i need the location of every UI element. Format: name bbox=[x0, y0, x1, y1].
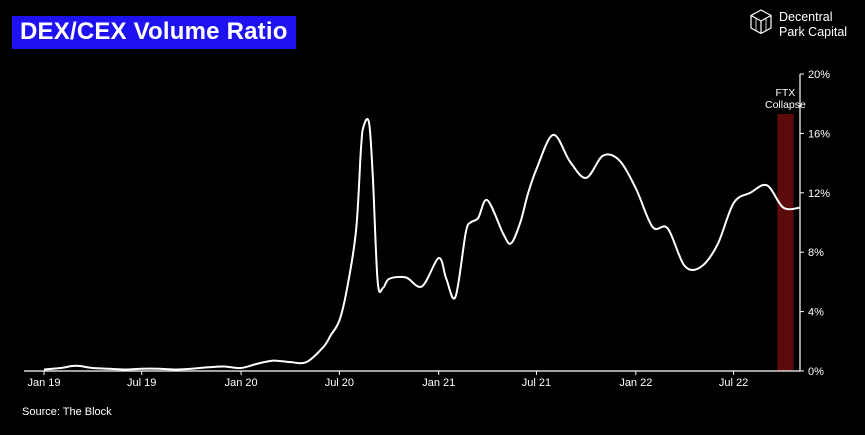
x-tick-label: Jul 22 bbox=[719, 377, 748, 389]
x-tick-label: Jul 19 bbox=[127, 377, 156, 389]
series-line bbox=[43, 118, 801, 371]
x-tick-label: Jan 20 bbox=[225, 377, 258, 389]
chart-title: DEX/CEX Volume Ratio bbox=[12, 16, 296, 49]
annotation-label-line-2: Collapse bbox=[765, 99, 806, 111]
x-tick-label: Jan 19 bbox=[27, 377, 60, 389]
annotation-band bbox=[777, 114, 794, 371]
y-tick-label: 4% bbox=[808, 307, 824, 319]
x-tick-label: Jan 22 bbox=[619, 377, 652, 389]
y-tick-label: 12% bbox=[808, 188, 830, 200]
annotation-label-line-1: FTX bbox=[775, 87, 795, 99]
y-tick-label: 20% bbox=[808, 69, 830, 81]
x-tick-label: Jul 21 bbox=[522, 377, 551, 389]
source-note: Source: The Block bbox=[22, 406, 112, 418]
y-tick-label: 16% bbox=[808, 128, 830, 140]
brand-logo: Decentral Park Capital bbox=[750, 9, 860, 43]
cube-logo-icon bbox=[750, 9, 772, 35]
x-tick-label: Jul 20 bbox=[325, 377, 354, 389]
y-tick-label: 8% bbox=[808, 247, 824, 259]
y-tick-label: 0% bbox=[808, 366, 824, 378]
brand-line-1: Decentral bbox=[779, 10, 833, 24]
brand-line-2: Park Capital bbox=[779, 25, 848, 39]
brand-name: Decentral Park Capital bbox=[779, 10, 847, 40]
x-tick-label: Jan 21 bbox=[422, 377, 455, 389]
